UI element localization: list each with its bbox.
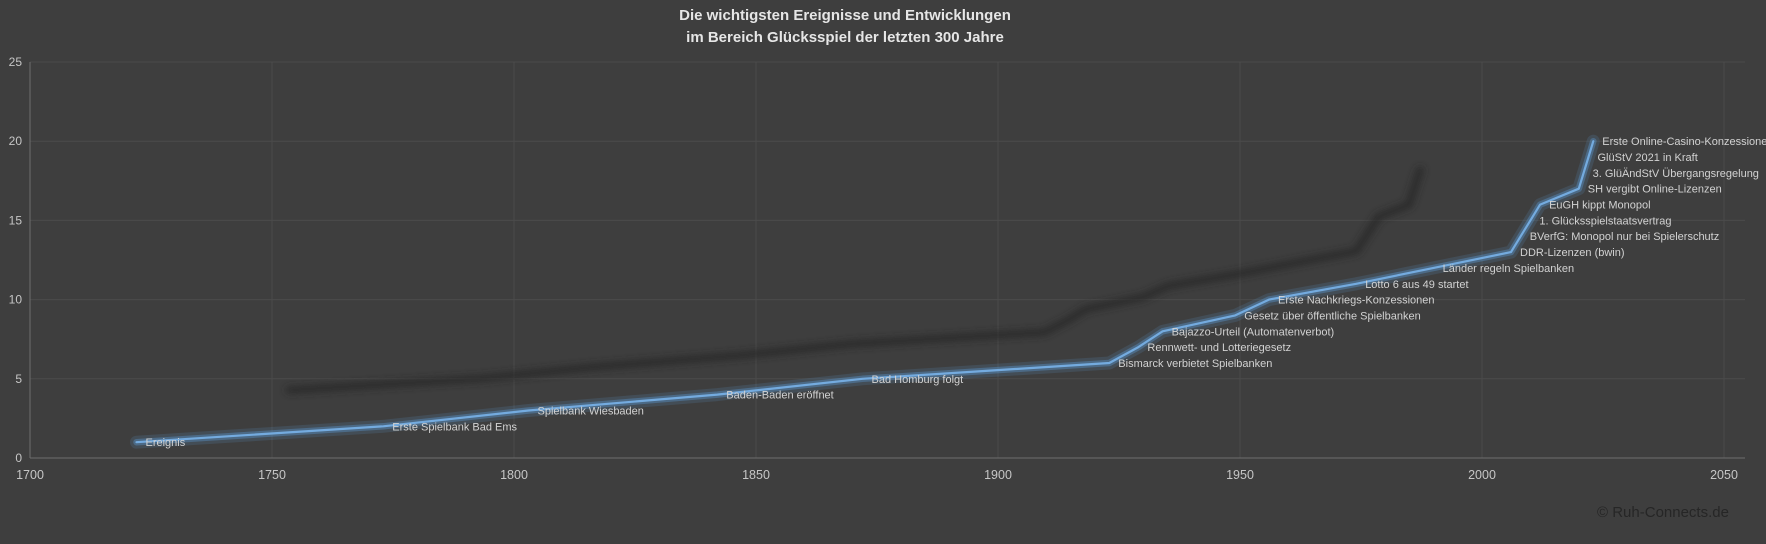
- y-axis-tick-label: 20: [9, 134, 23, 148]
- y-axis-tick-label: 0: [15, 451, 22, 465]
- gridlines-layer: [30, 61, 1745, 458]
- y-axis-tick-label: 25: [9, 55, 23, 69]
- line-shadow-layer: [285, 166, 1425, 395]
- event-line-outer-glow: [130, 134, 1600, 449]
- x-axis-tick-label: 2000: [1468, 468, 1496, 482]
- event-label: Gesetz über öffentliche Spielbanken: [1244, 310, 1421, 322]
- line-shadow: [285, 166, 1425, 395]
- event-label: 1. Glücksspielstaatsvertrag: [1539, 215, 1671, 227]
- data-labels-layer: Ereignis Erste Spielbank Bad Ems Spielbank…: [146, 136, 1766, 449]
- x-axis-tick-label: 1900: [984, 468, 1012, 482]
- axes-layer: [29, 62, 1745, 459]
- event-label: EuGH kippt Monopol: [1549, 200, 1651, 212]
- y-axis-tick-label: 5: [15, 372, 22, 386]
- event-label: Erste Spielbank Bad Ems: [392, 421, 517, 433]
- event-label: DDR-Lizenzen (bwin): [1520, 247, 1625, 259]
- x-axis-tick-label: 1950: [1226, 468, 1254, 482]
- event-label: Bajazzo-Urteil (Automatenverbot): [1172, 326, 1335, 338]
- event-label: Lotto 6 aus 49 startet: [1365, 279, 1468, 291]
- chart-title: Die wichtigsten Ereignisse und Entwicklu…: [679, 5, 1011, 49]
- event-label: Erste Online-Casino-Konzessionen: [1602, 136, 1766, 148]
- event-label: Rennwett- und Lotteriegesetz: [1147, 342, 1291, 354]
- event-label: Länder regeln Spielbanken: [1443, 263, 1575, 275]
- event-label: BVerfG: Monopol nur bei Spielerschutz: [1530, 231, 1720, 243]
- event-label: 3. GlüÄndStV Übergangsregelung: [1593, 168, 1759, 180]
- event-label: Bad Homburg folgt: [872, 374, 964, 386]
- copyright-text: © Ruh-Connects.de: [1597, 504, 1729, 521]
- event-label: Ereignis: [146, 437, 186, 449]
- x-axis-tick-label: 1750: [258, 468, 286, 482]
- event-label: SH vergibt Online-Lizenzen: [1588, 184, 1722, 196]
- chart-title-line1: Die wichtigsten Ereignisse und Entwicklu…: [679, 7, 1011, 24]
- x-axis-tick-label: 1700: [16, 468, 44, 482]
- y-axis-tick-label: 15: [9, 213, 23, 227]
- event-line-layer: [130, 134, 1600, 449]
- chart-title-line2: im Bereich Glücksspiel der letzten 300 J…: [686, 29, 1004, 46]
- event-label: GlüStV 2021 in Kraft: [1598, 152, 1698, 164]
- y-axis-tick-label: 10: [9, 293, 23, 307]
- event-label: Erste Nachkriegs-Konzessionen: [1278, 295, 1435, 307]
- event-label: Baden-Baden eröffnet: [726, 390, 833, 402]
- event-line: [135, 140, 1595, 444]
- x-axis-tick-label: 1800: [500, 468, 528, 482]
- event-line-inner-glow: [133, 137, 1597, 446]
- event-label: Spielbank Wiesbaden: [538, 406, 644, 418]
- tick-labels-layer: 1700 1750 1800 1850 1900 1950 2000 2050 0 5 10 15 20…: [9, 55, 1738, 482]
- x-axis-tick-label: 1850: [742, 468, 770, 482]
- event-label: Bismarck verbietet Spielbanken: [1118, 358, 1272, 370]
- x-axis-tick-label: 2050: [1710, 468, 1738, 482]
